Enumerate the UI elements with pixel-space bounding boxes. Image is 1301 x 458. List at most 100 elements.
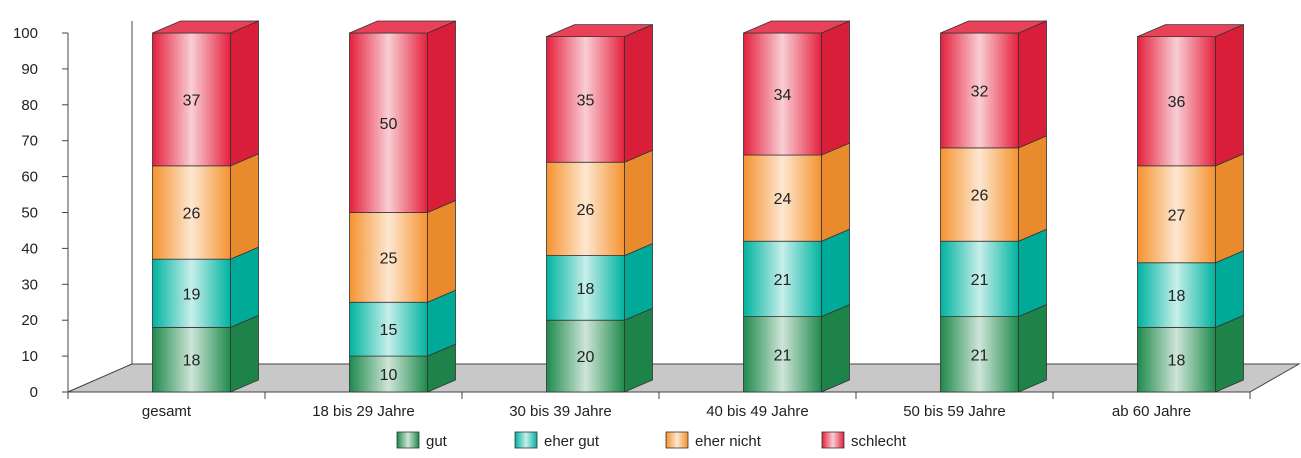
bar-segment-side	[230, 314, 259, 393]
bar-segment-side	[1018, 135, 1047, 242]
bar-top-face	[1137, 24, 1244, 37]
data-label: 10	[380, 367, 398, 384]
bar-segment-side	[1018, 20, 1047, 149]
data-label: 25	[380, 250, 398, 267]
legend: gut eher gut eher nicht schlecht	[396, 431, 907, 450]
bar-segment-side	[1018, 228, 1047, 318]
y-tick-label: 90	[21, 61, 38, 78]
y-tick-label: 50	[21, 205, 38, 222]
legend-item: gut	[396, 431, 448, 450]
bar-segment-eher-nicht	[743, 154, 822, 242]
data-label: 26	[971, 188, 989, 205]
bar-top-face	[349, 20, 456, 34]
bar-stack: 18 18 27 36	[1137, 23, 1244, 393]
x-tick-label: ab 60 Jahre	[1112, 403, 1191, 420]
bar-top-face	[546, 24, 653, 37]
x-tick-label: 18 bis 29 Jahre	[312, 403, 415, 420]
data-label: 21	[774, 272, 792, 289]
x-tick-label: gesamt	[142, 403, 192, 420]
data-label: 19	[183, 286, 201, 303]
data-label: 18	[577, 281, 595, 298]
bar-segment-gut	[152, 326, 231, 393]
bar-segment-gut	[546, 319, 625, 393]
bar-top-face	[743, 20, 850, 34]
bar-segment-side	[1215, 23, 1244, 167]
bar-segment-eher-nicht	[1137, 165, 1216, 264]
legend-item: eher nicht	[665, 431, 762, 450]
bar-segment-side	[1215, 153, 1244, 264]
data-label: 32	[971, 83, 989, 100]
bar-segment-side	[821, 228, 850, 318]
bar-segment-schlecht	[152, 32, 231, 167]
bar-segment-eher-gut	[349, 301, 428, 357]
data-label: 18	[1168, 288, 1186, 305]
bar-stack: 21 21 24 34	[743, 20, 850, 393]
data-label: 24	[774, 191, 792, 208]
bar-segment-side	[1215, 314, 1244, 393]
bar-segment-side	[427, 20, 456, 214]
bar-segment-eher-gut	[1137, 262, 1216, 328]
data-label: 18	[1168, 353, 1186, 370]
y-tick-label: 0	[30, 384, 38, 401]
data-label: 21	[971, 347, 989, 364]
bar-segment-side	[624, 23, 653, 163]
bar-segment-eher-nicht	[152, 165, 231, 260]
data-label: 50	[380, 116, 398, 133]
data-label: 21	[971, 272, 989, 289]
y-tick-label: 60	[21, 169, 38, 186]
x-tick-label: 50 bis 59 Jahre	[903, 403, 1006, 420]
data-label: 15	[380, 322, 398, 339]
bar-segment-side	[230, 246, 259, 328]
bar-segment-eher-nicht	[546, 161, 625, 256]
y-tick-label: 70	[21, 133, 38, 150]
bars: 18 19 26 37 10 15 25 50 20 18 26 35 21 21 24 34 21 21 26 32…	[152, 20, 1244, 393]
bar-segment-side	[230, 153, 259, 260]
bar-segment-side	[821, 142, 850, 242]
bar-segment-gut	[743, 316, 822, 393]
data-label: 20	[577, 349, 595, 366]
legend-swatch	[396, 431, 420, 449]
x-axis: gesamt 18 bis 29 Jahre 30 bis 39 Jahre 40 b…	[67, 391, 1251, 420]
data-label: 26	[183, 206, 201, 223]
bar-segment-eher-gut	[743, 240, 822, 318]
bar-stack: 21 21 26 32	[940, 20, 1047, 393]
y-tick-label: 40	[21, 240, 38, 257]
bar-segment-schlecht	[546, 36, 625, 163]
bar-segment-side	[427, 199, 456, 303]
bar-segment-side	[230, 20, 259, 167]
y-tick-label: 10	[21, 348, 38, 365]
data-label: 37	[183, 92, 201, 109]
bar-segment-eher-nicht	[349, 212, 428, 303]
bar-stack: 20 18 26 35	[546, 23, 653, 393]
y-tick-label: 20	[21, 312, 38, 329]
data-label: 36	[1168, 94, 1186, 111]
bar-segment-side	[821, 304, 850, 393]
data-label: 26	[577, 202, 595, 219]
legend-label: schlecht	[851, 433, 907, 450]
bar-segment-side	[1018, 304, 1047, 393]
bar-segment-eher-gut	[940, 240, 1019, 318]
back-wall-edge	[67, 21, 133, 393]
x-tick-label: 30 bis 39 Jahre	[509, 403, 612, 420]
bar-segment-eher-gut	[152, 258, 231, 328]
legend-swatch	[665, 431, 689, 449]
legend-label: eher nicht	[695, 433, 762, 450]
bar-segment-side	[624, 149, 653, 257]
bar-segment-side	[1215, 250, 1244, 328]
legend-item: schlecht	[821, 431, 907, 450]
x-tick-label: 40 bis 49 Jahre	[706, 403, 809, 420]
legend-swatch	[514, 431, 538, 449]
bar-segment-gut	[940, 316, 1019, 393]
y-axis: 0 10 20 30 40 50 60 70 80 90 100	[13, 25, 69, 401]
bar-top-face	[940, 20, 1047, 34]
data-label: 34	[774, 87, 792, 104]
bar-segment-side	[624, 242, 653, 321]
bar-stack: 18 19 26 37	[152, 20, 259, 393]
legend-swatch	[821, 431, 845, 449]
data-label: 27	[1168, 207, 1186, 224]
bar-segment-side	[624, 307, 653, 393]
legend-label: eher gut	[544, 433, 600, 450]
bar-segment-schlecht	[743, 32, 822, 156]
bar-segment-gut	[349, 355, 428, 393]
